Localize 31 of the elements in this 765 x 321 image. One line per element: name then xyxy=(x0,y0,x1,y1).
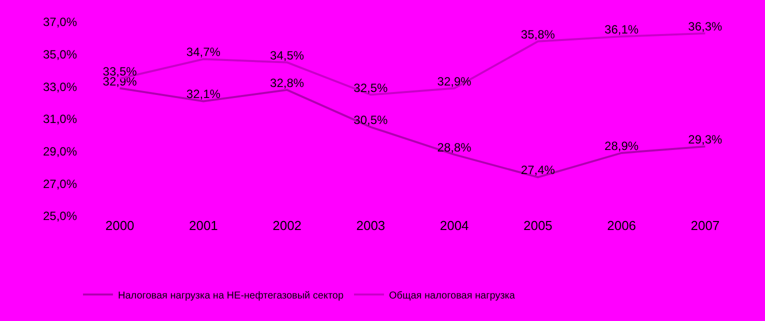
y-tick-label: 37,0% xyxy=(42,15,78,30)
data-label: 28,9% xyxy=(604,138,639,153)
y-tick-label: 31,0% xyxy=(42,112,78,126)
y-tick-label: 33,0% xyxy=(42,80,78,94)
data-label: 36,1% xyxy=(604,22,639,37)
x-tick-label: 2005 xyxy=(523,218,552,233)
x-tick-label: 2001 xyxy=(188,218,218,233)
y-tick-label: 35,0% xyxy=(42,48,78,62)
x-tick-label: 2003 xyxy=(356,218,386,233)
data-label: 29,3% xyxy=(688,132,723,146)
data-label: 32,1% xyxy=(186,87,221,102)
data-label: 35,8% xyxy=(520,27,556,42)
data-label: 34,5% xyxy=(270,48,304,62)
data-label: 34,7% xyxy=(186,45,221,60)
y-tick-label: 25,0% xyxy=(42,209,78,224)
x-tick-label: 2004 xyxy=(440,218,469,233)
x-tick-label: 2002 xyxy=(272,218,302,233)
data-label: 27,4% xyxy=(520,163,556,178)
data-label: 28,8% xyxy=(437,140,472,155)
y-tick-label: 29,0% xyxy=(42,144,78,159)
legend-label: Общая налоговая нагрузка xyxy=(388,290,516,302)
x-tick-label: 2006 xyxy=(607,218,636,233)
data-label: 32,5% xyxy=(354,80,388,95)
y-tick-label: 27,0% xyxy=(42,176,78,191)
x-tick-label: 2007 xyxy=(690,218,720,233)
data-label: 32,9% xyxy=(437,74,472,88)
data-label: 32,8% xyxy=(270,76,304,90)
legend-label: Налоговая нагрузка на НЕ-нефтегазовый сектор xyxy=(118,290,344,302)
x-tick-label: 2000 xyxy=(105,218,134,233)
data-label: 36,3% xyxy=(688,19,723,34)
data-label: 30,5% xyxy=(354,113,388,128)
